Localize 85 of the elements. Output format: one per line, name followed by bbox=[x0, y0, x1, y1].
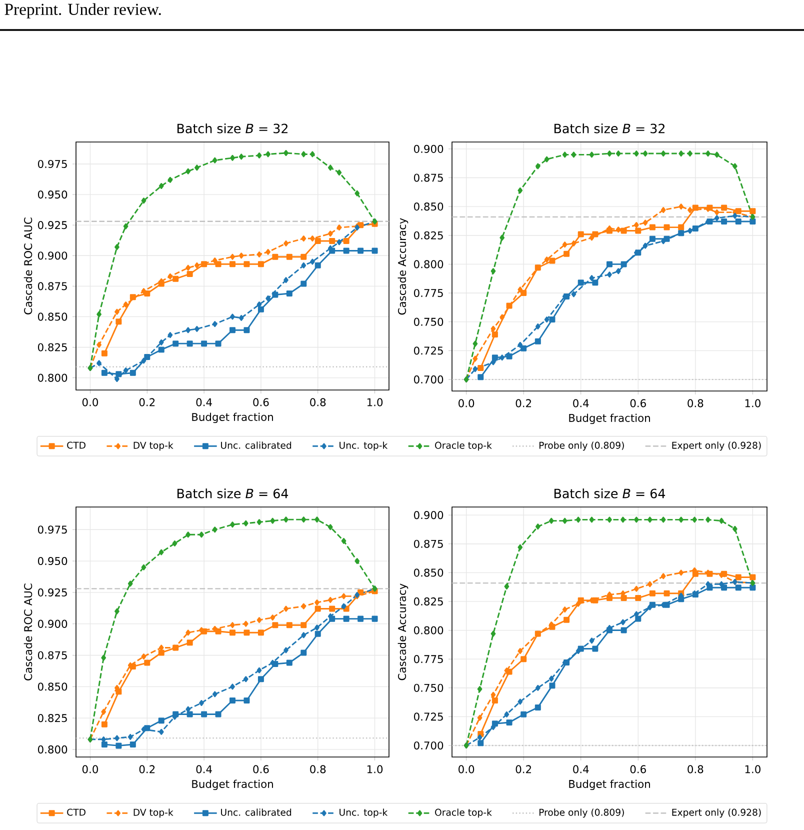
y-tick-label: 0.700 bbox=[414, 375, 444, 384]
y-tick-label: 0.800 bbox=[414, 626, 444, 634]
y-tick-label: 0.925 bbox=[38, 221, 67, 230]
x-tick-label: 0.0 bbox=[458, 765, 474, 774]
y-tick-label: 0.975 bbox=[38, 526, 67, 534]
legend-label: Oracle top-k bbox=[435, 808, 492, 818]
legend-label: Unc. calibrated bbox=[221, 808, 292, 816]
x-tick-label: 0.4 bbox=[573, 765, 589, 774]
x-axis-title: Budget fraction bbox=[569, 414, 650, 424]
chart-title: Batch size B = 64 bbox=[177, 488, 288, 498]
x-tick-label: 1.0 bbox=[745, 765, 760, 774]
x-tick-label: 0.4 bbox=[573, 399, 589, 408]
x-tick-label: 0.8 bbox=[310, 398, 326, 406]
legend-label: Unc. calibrated bbox=[221, 442, 292, 449]
y-tick-label: 0.875 bbox=[414, 174, 443, 182]
y-tick-label: 0.850 bbox=[414, 202, 444, 211]
y-tick-label: 0.875 bbox=[38, 651, 67, 660]
x-tick-label: 1.0 bbox=[367, 398, 383, 406]
y-tick-label: 0.950 bbox=[38, 556, 68, 566]
y-axis-title: Cascade Accuracy bbox=[398, 218, 408, 315]
y-tick-label: 0.750 bbox=[414, 318, 444, 326]
legend-label: Probe only (0.809) bbox=[539, 808, 624, 818]
x-tick-label: 0.2 bbox=[516, 765, 531, 774]
x-tick-label: 0.8 bbox=[688, 399, 704, 408]
x-tick-label: 0.0 bbox=[82, 765, 98, 774]
x-tick-label: 0.0 bbox=[458, 399, 474, 408]
legend-label: CTD bbox=[67, 442, 86, 449]
x-tick-label: 0.6 bbox=[630, 399, 646, 408]
y-tick-label: 0.850 bbox=[38, 682, 68, 691]
y-tick-label: 0.800 bbox=[38, 374, 68, 382]
x-tick-label: 0.2 bbox=[139, 765, 155, 774]
x-tick-label: 1.0 bbox=[745, 399, 760, 408]
legend-label: DV top-k bbox=[134, 442, 174, 451]
legend-label: Expert only (0.928) bbox=[672, 442, 761, 451]
y-tick-label: 0.900 bbox=[414, 511, 444, 520]
chart-title: Batch size B = 32 bbox=[177, 123, 288, 134]
legend-label: DV top-k bbox=[134, 808, 174, 818]
y-tick-label: 0.700 bbox=[414, 741, 444, 750]
y-tick-label: 0.800 bbox=[414, 260, 444, 268]
y-tick-label: 0.850 bbox=[38, 312, 68, 321]
chart-title: Batch size B = 32 bbox=[554, 123, 664, 134]
x-tick-label: 0.4 bbox=[196, 398, 212, 406]
x-tick-label: 0.6 bbox=[630, 765, 646, 774]
legend-label: Unc. top-k bbox=[340, 442, 388, 451]
x-tick-label: 0.2 bbox=[516, 399, 531, 408]
y-tick-label: 0.825 bbox=[414, 231, 443, 240]
y-tick-label: 0.975 bbox=[38, 160, 67, 168]
legend-label: Oracle top-k bbox=[435, 442, 492, 451]
legend-label: CTD bbox=[67, 808, 86, 816]
y-tick-label: 0.950 bbox=[38, 190, 68, 199]
y-tick-label: 0.875 bbox=[38, 282, 67, 290]
y-axis-title: Cascade ROC AUC bbox=[24, 584, 32, 680]
x-tick-label: 0.6 bbox=[253, 765, 269, 774]
y-axis-title: Cascade ROC AUC bbox=[24, 218, 32, 314]
y-tick-label: 0.850 bbox=[414, 568, 444, 577]
y-tick-label: 0.925 bbox=[38, 588, 67, 596]
y-tick-label: 0.775 bbox=[414, 655, 443, 664]
x-tick-label: 0.2 bbox=[139, 398, 155, 406]
y-tick-label: 0.725 bbox=[414, 712, 443, 721]
y-tick-label: 0.725 bbox=[414, 346, 443, 355]
x-tick-label: 1.0 bbox=[367, 765, 383, 774]
y-tick-label: 0.775 bbox=[414, 288, 443, 298]
y-tick-label: 0.900 bbox=[38, 252, 68, 260]
y-tick-label: 0.900 bbox=[38, 620, 68, 628]
x-tick-label: 0.8 bbox=[310, 765, 326, 774]
chart-title: Batch size B = 64 bbox=[554, 488, 666, 498]
y-tick-label: 0.800 bbox=[38, 745, 68, 754]
x-tick-label: 0.4 bbox=[196, 765, 212, 774]
x-axis-title: Budget fraction bbox=[569, 780, 650, 790]
legend-label: Unc. top-k bbox=[340, 808, 388, 818]
y-tick-label: 0.825 bbox=[38, 714, 67, 722]
legend-label: Probe only (0.809) bbox=[539, 442, 624, 451]
x-tick-label: 0.8 bbox=[688, 765, 704, 774]
text: Preprint. Under review. bbox=[4, 3, 161, 18]
y-tick-label: 0.825 bbox=[38, 343, 67, 352]
y-tick-label: 0.825 bbox=[414, 597, 443, 606]
x-tick-label: 0.0 bbox=[82, 398, 98, 406]
x-tick-label: 0.6 bbox=[253, 398, 269, 406]
y-tick-label: 0.900 bbox=[414, 144, 444, 153]
x-axis-title: Budget fraction bbox=[192, 412, 273, 424]
x-axis-title: Budget fraction bbox=[192, 780, 273, 790]
legend-label: Expert only (0.928) bbox=[672, 808, 761, 818]
y-tick-label: 0.875 bbox=[414, 540, 443, 548]
y-tick-label: 0.750 bbox=[414, 684, 444, 692]
y-axis-title: Cascade Accuracy bbox=[398, 584, 408, 680]
